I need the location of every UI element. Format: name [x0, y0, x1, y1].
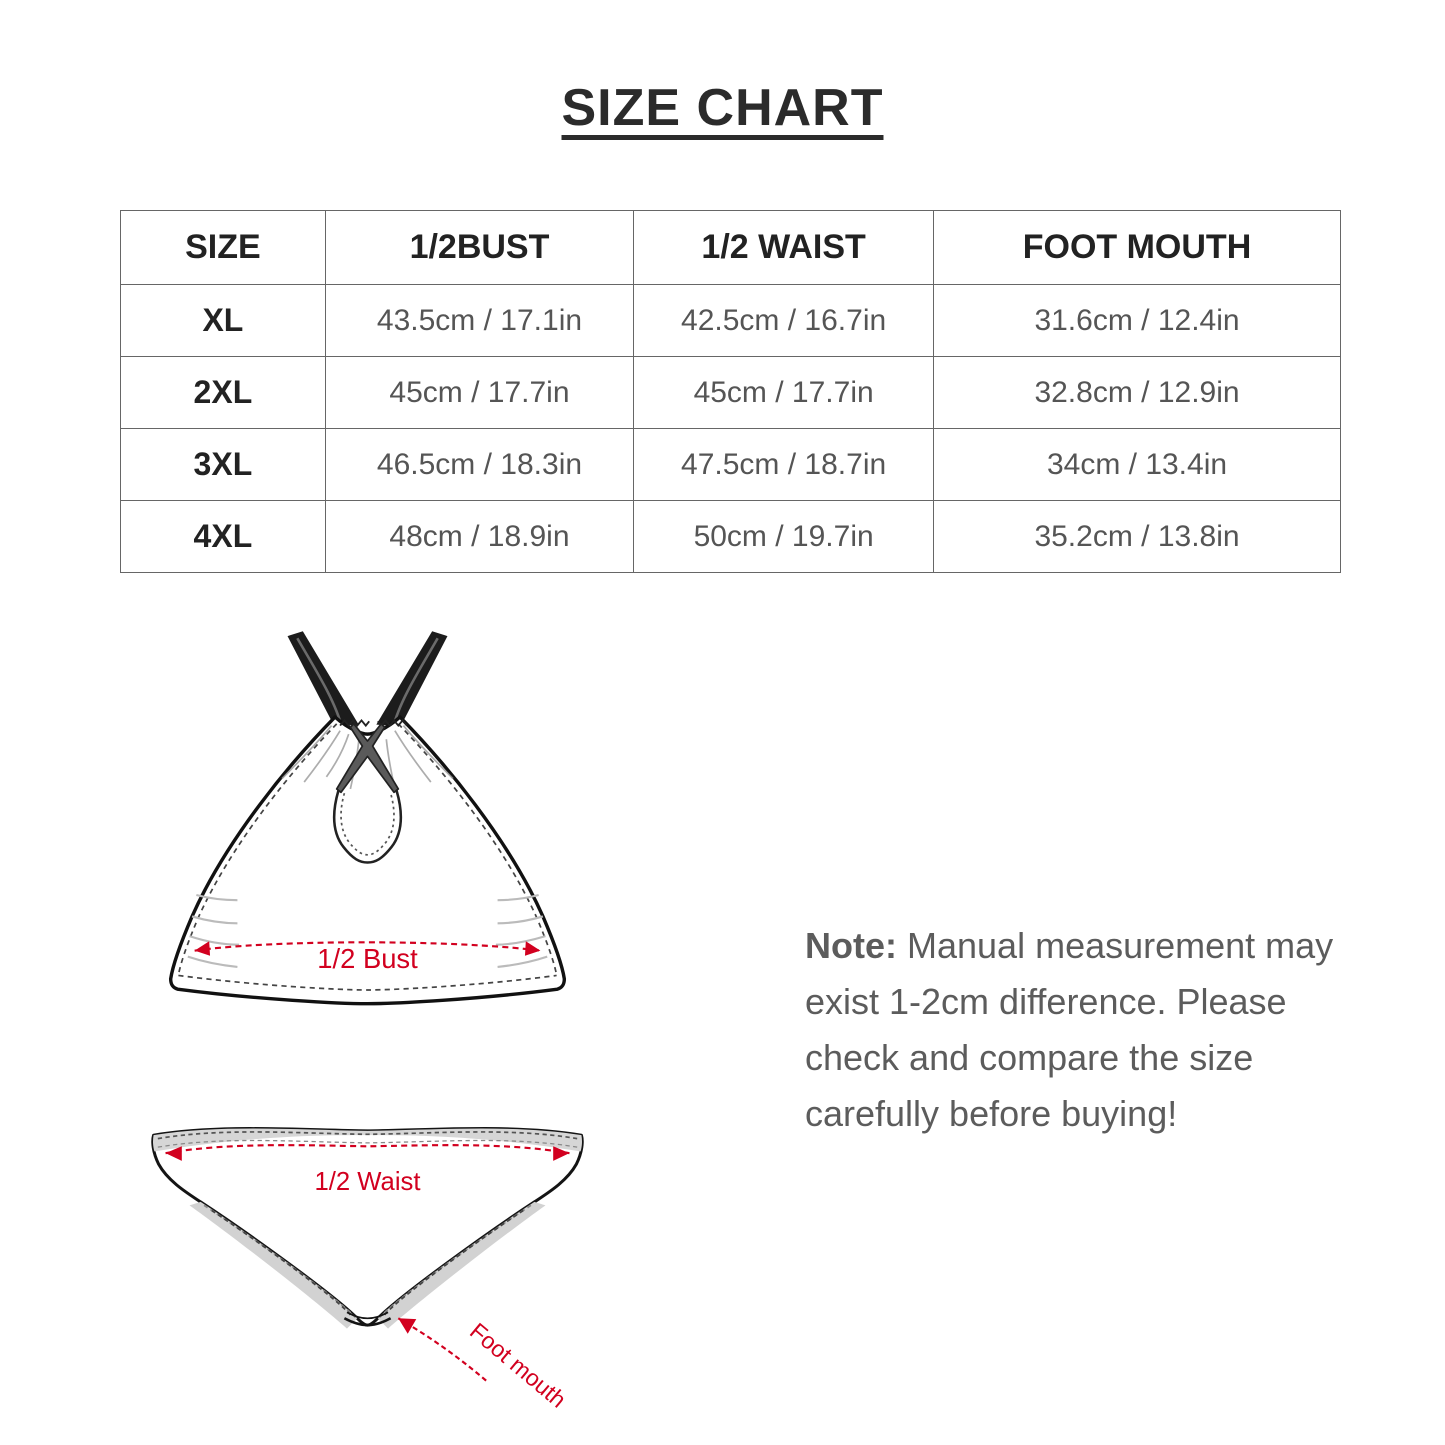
svg-text:1/2 Waist: 1/2 Waist [315, 1168, 421, 1196]
svg-text:Foot mouth: Foot mouth [465, 1318, 571, 1408]
svg-text:1/2 Bust: 1/2 Bust [317, 943, 418, 974]
